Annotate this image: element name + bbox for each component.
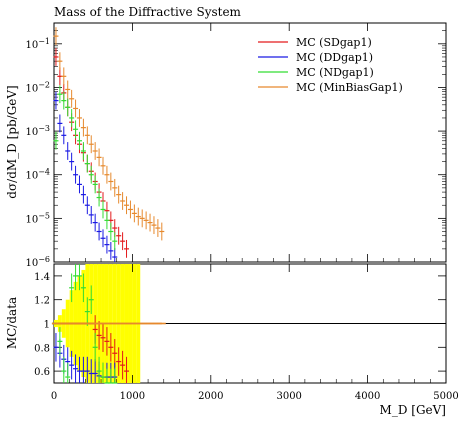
legend-entry: MC (MinBiasGap1) — [296, 81, 403, 94]
y-axis-label-ratio: MC/data — [5, 297, 19, 349]
y-tick-label-ratio: 1 — [44, 320, 50, 331]
y-tick-label-main: 10−3 — [25, 124, 50, 138]
y-tick-label-main: 10−4 — [25, 168, 50, 182]
y-axis-label-main: dσ/dM_D [pb/GeV] — [5, 85, 19, 198]
x-tick-label: 2000 — [198, 391, 223, 402]
x-tick-label: 0 — [51, 391, 57, 402]
legend-entry: MC (SDgap1) — [296, 36, 372, 49]
chart-title: Mass of the Diffractive System — [54, 5, 242, 19]
legend-entry: MC (NDgap1) — [296, 66, 374, 79]
legend: MC (SDgap1) MC (DDgap1) MC (NDgap1) MC (Min… — [258, 36, 403, 94]
main-data-marks — [53, 27, 165, 262]
x-tick-label: 3000 — [276, 391, 301, 402]
legend-entry: MC (DDgap1) — [296, 51, 373, 64]
ratio-axis-ticks: 0 1000 2000 3000 4000 5000 0.6 0.8 1 1.2 1.4 — [34, 264, 459, 402]
ratio-data-marks — [51, 264, 446, 384]
y-tick-label-ratio: 1.2 — [34, 296, 50, 307]
y-tick-label-main: 10−6 — [25, 255, 50, 269]
main-axis-ticks: 10−6 10−5 10−4 10−3 10−2 10−1 — [25, 23, 447, 269]
x-axis-label: M_D [GeV] — [380, 403, 446, 417]
x-tick-label: 4000 — [355, 391, 380, 402]
x-tick-label: 1000 — [120, 391, 145, 402]
y-tick-label-ratio: 0.8 — [34, 343, 50, 354]
x-tick-label: 5000 — [433, 391, 458, 402]
y-tick-label-main: 10−2 — [25, 80, 50, 94]
y-tick-label-ratio: 0.6 — [34, 367, 50, 378]
y-tick-label-main: 10−1 — [25, 37, 50, 51]
y-tick-label-ratio: 1.4 — [34, 272, 50, 283]
main-plot-frame — [53, 22, 447, 263]
y-tick-label-main: 10−5 — [25, 211, 50, 225]
